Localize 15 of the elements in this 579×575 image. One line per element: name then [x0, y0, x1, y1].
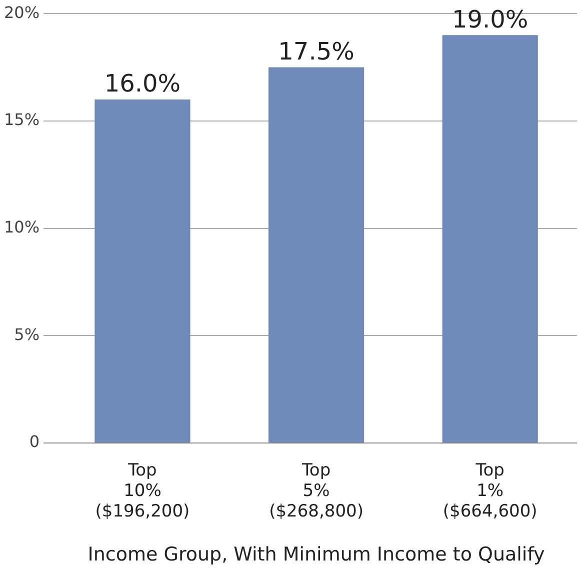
y-tick-label: 5% — [14, 324, 40, 344]
x-axis-title: Income Group, With Minimum Income to Qualify — [88, 544, 545, 566]
data-label: 17.5% — [278, 38, 354, 66]
data-label: 19.0% — [452, 5, 528, 34]
y-tick-label: 0 — [29, 432, 40, 452]
bar — [94, 99, 190, 442]
y-tick-label: 10% — [4, 217, 40, 236]
y-tick-label: 20% — [4, 2, 40, 22]
x-tick-label: Top 1% ($664,600) — [442, 460, 538, 522]
data-label: 16.0% — [104, 70, 181, 98]
bar — [268, 67, 364, 442]
x-tick-label: Top 10% ($196,200) — [95, 460, 190, 522]
bar — [442, 35, 538, 442]
y-tick-label: 15% — [4, 110, 40, 130]
x-tick-label: Top 5% ($268,800) — [269, 460, 364, 522]
